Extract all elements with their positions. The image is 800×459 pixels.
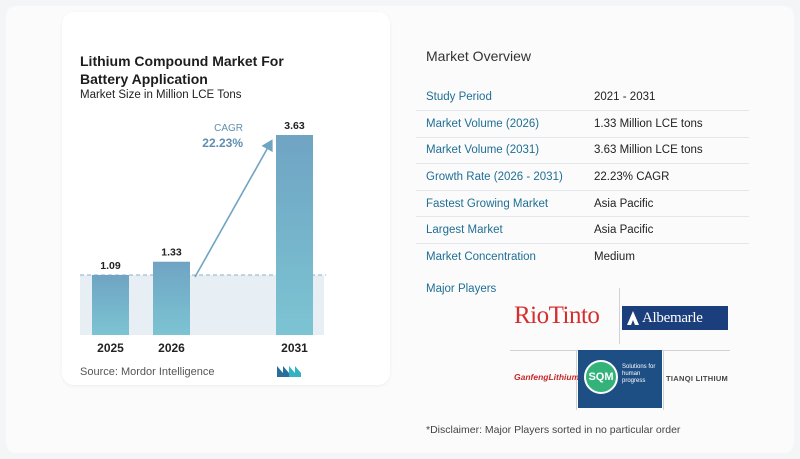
overview-row-key: Market Volume (2026) xyxy=(416,110,584,138)
bar-value-label: 3.63 xyxy=(284,120,305,132)
overview-row-value: 22.23% CAGR xyxy=(584,163,749,191)
x-tick-label: 2031 xyxy=(281,341,308,355)
bar-chart: 1.09 2025 1.33 2026 3.63 2031 CAGR 22.23% xyxy=(80,120,326,355)
sqm-tagline: Solutions for human progress xyxy=(622,364,656,384)
x-tick-label: 2025 xyxy=(97,341,124,355)
market-overview-title: Market Overview xyxy=(426,48,532,64)
overview-row: Market Concentration Medium xyxy=(416,244,749,271)
logo-divider xyxy=(576,350,577,410)
market-overview-table: Study Period 2021 - 2031 Market Volume (20… xyxy=(416,84,749,270)
cagr-label: CAGR xyxy=(214,123,243,134)
ganfeng-lithium-logo: GanfengLithium xyxy=(514,372,580,382)
bar-2031 xyxy=(276,135,313,335)
sqm-logo-mark: SQM xyxy=(584,360,618,394)
bar-value-label: 1.09 xyxy=(100,260,121,272)
overview-row-value: 1.33 Million LCE tons xyxy=(584,110,749,138)
overview-row-value: 3.63 Million LCE tons xyxy=(584,137,749,165)
chart-subtitle: Market Size in Million LCE Tons xyxy=(80,89,242,101)
overview-row-key: Market Concentration xyxy=(426,251,536,264)
bar-2025 xyxy=(92,274,129,335)
albemarle-logo-text: Albemarle xyxy=(642,310,703,326)
bar-value-label: 1.33 xyxy=(161,247,182,259)
major-players-label: Major Players xyxy=(426,283,497,295)
chart-title: Lithium Compound Market For Battery Appl… xyxy=(80,53,284,87)
overview-row-value: 2021 - 2031 xyxy=(584,84,749,112)
overview-row: Study Period 2021 - 2031 xyxy=(416,84,749,112)
overview-row-value: Asia Pacific xyxy=(584,190,749,218)
logo-divider xyxy=(663,350,664,410)
overview-row: Fastest Growing Market Asia Pacific xyxy=(416,190,749,218)
overview-row: Growth Rate (2026 - 2031) 22.23% CAGR xyxy=(416,163,749,191)
sqm-logo: SQM Solutions for human progress xyxy=(578,350,662,408)
cagr-arrow xyxy=(194,139,273,278)
overview-row-value: Asia Pacific xyxy=(584,216,749,245)
x-tick-label: 2026 xyxy=(158,341,185,355)
source-text: Source: Mordor Intelligence xyxy=(80,366,215,378)
overview-row-value: Medium xyxy=(594,251,635,264)
mordor-logo-icon xyxy=(277,366,301,377)
overview-row-key: Market Volume (2031) xyxy=(416,137,584,165)
disclaimer-text: *Disclaimer: Major Players sorted in no … xyxy=(426,424,681,436)
overview-row-key: Study Period xyxy=(416,84,584,112)
overview-row: Market Volume (2026) 1.33 Million LCE ton… xyxy=(416,110,749,138)
tianqi-lithium-logo: TIANQI LITHIUM xyxy=(666,374,729,383)
logo-divider xyxy=(619,288,620,344)
overview-row-key: Fastest Growing Market xyxy=(416,190,584,218)
overview-row: Market Volume (2031) 3.63 Million LCE ton… xyxy=(416,137,749,165)
major-players-logos: RioTinto Albemarle GanfengLithium SQM So… xyxy=(510,288,730,412)
overview-row-key: Largest Market xyxy=(416,216,584,245)
bar-2026 xyxy=(153,261,190,335)
rio-tinto-logo: RioTinto xyxy=(514,302,600,329)
overview-row: Largest Market Asia Pacific xyxy=(416,216,749,245)
overview-row-key: Growth Rate (2026 - 2031) xyxy=(416,163,584,191)
albemarle-logo: Albemarle xyxy=(622,306,728,330)
cagr-value: 22.23% xyxy=(202,136,243,150)
albemarle-mark-icon xyxy=(627,311,639,325)
